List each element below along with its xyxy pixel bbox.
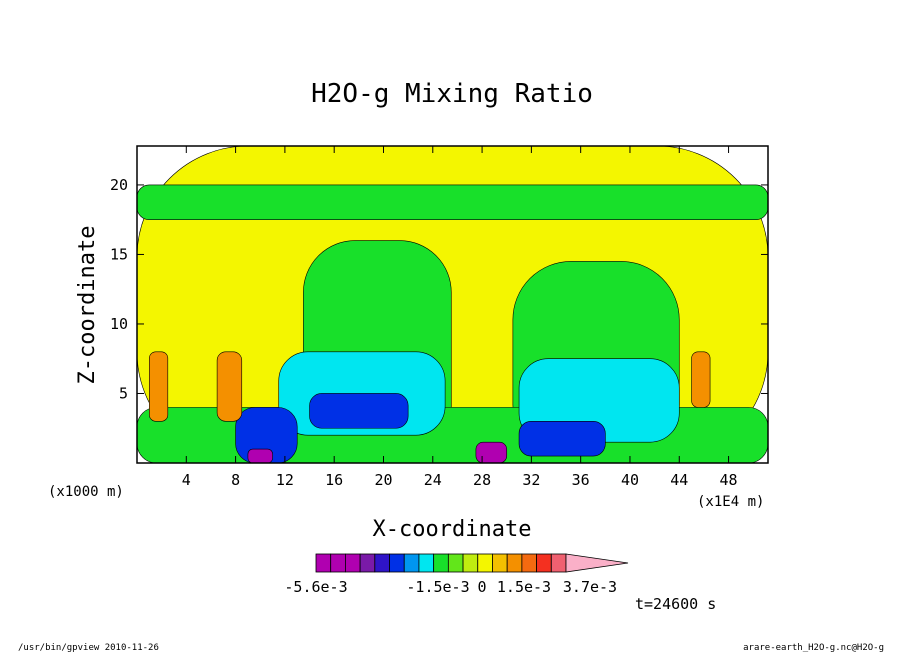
plot-frame [136, 145, 769, 464]
colorbar-segment [359, 553, 376, 573]
contour-region-purple-14 [247, 448, 273, 463]
x-tick-label: 40 [621, 471, 639, 489]
x-tick-label: 20 [374, 471, 392, 489]
colorbar-segment [315, 553, 332, 573]
time-label: t=24600 s [635, 595, 716, 613]
x-tick-label: 12 [276, 471, 294, 489]
contour-region-blue-7 [309, 393, 409, 429]
colorbar-segment [374, 553, 390, 573]
contour-region-purple-13 [475, 441, 508, 463]
colorbar-segment [462, 553, 479, 573]
contour-region-blue-9 [518, 420, 606, 457]
colorbar-segment [418, 553, 435, 573]
x-axis-label: X-coordinate [373, 517, 532, 542]
x-unit-right: (x1E4 m) [697, 494, 764, 510]
colorbar-segment [433, 553, 449, 573]
y-tick-label: 20 [110, 176, 128, 194]
colorbar-tick-label: 1.5e-3 [497, 578, 551, 596]
colorbar [315, 553, 629, 573]
y-tick-label: 5 [119, 384, 128, 402]
colorbar-segment [403, 553, 420, 573]
y-tick-label: 10 [110, 315, 128, 333]
contour-region-orange-11 [216, 351, 243, 422]
colorbar-segment [521, 553, 537, 573]
colorbar-segment [389, 553, 405, 573]
x-tick-label: 8 [231, 471, 240, 489]
colorbar-tick-label: 0 [477, 578, 486, 596]
contour-region-orange-10 [149, 351, 169, 422]
x-tick-label: 36 [572, 471, 590, 489]
x-tick-label: 24 [424, 471, 442, 489]
contour-region-orange-12 [691, 351, 711, 408]
colorbar-tick-label: -5.6e-3 [284, 578, 347, 596]
x-tick-label: 16 [325, 471, 343, 489]
colorbar-segment [447, 553, 464, 573]
x-tick-label: 28 [473, 471, 491, 489]
colorbar-tick-labels: -5.6e-3 -1.5e-3 0 1.5e-3 3.7e-3 [284, 578, 617, 596]
x-tick-label: 32 [522, 471, 540, 489]
y-axis-label: Z-coordinate [75, 226, 100, 385]
colorbar-segment [330, 553, 346, 573]
footer-left: /usr/bin/gpview 2010-11-26 [18, 643, 159, 653]
y-tick-label: 15 [110, 245, 128, 263]
colorbar-tick-label: -1.5e-3 [406, 578, 469, 596]
y-axis-ticks: 5 10 15 20 [110, 176, 768, 402]
colorbar-segment [345, 553, 361, 573]
x-tick-label: 44 [670, 471, 688, 489]
contour-field [137, 146, 768, 463]
colorbar-tick-label: 3.7e-3 [563, 578, 617, 596]
x-tick-label: 4 [182, 471, 191, 489]
chart-title: H2O-g Mixing Ratio [311, 79, 593, 109]
x-unit-left: (x1000 m) [48, 484, 124, 500]
colorbar-segment [536, 553, 552, 573]
colorbar-segment [550, 553, 567, 573]
colorbar-segment [506, 553, 523, 573]
colorbar-extend-arrow [565, 553, 629, 573]
colorbar-segment [477, 553, 493, 573]
x-axis-ticks: 4 8 12 16 20 24 28 32 36 40 44 48 [182, 146, 738, 489]
contour-region-green-3 [137, 184, 768, 220]
x-tick-label: 48 [720, 471, 738, 489]
colorbar-segment [492, 553, 508, 573]
footer-right: arare-earth_H2O-g.nc@H2O-g [743, 643, 884, 653]
